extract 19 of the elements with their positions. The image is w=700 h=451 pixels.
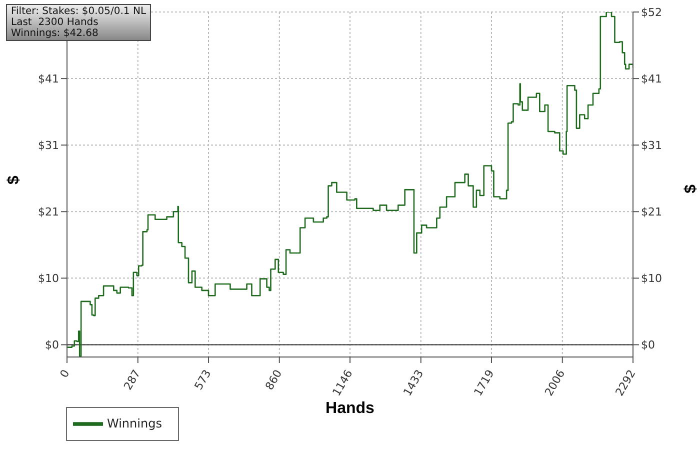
y-tick-label: $41 [38, 72, 59, 86]
y2-tick-label: $10 [641, 272, 662, 286]
annotation: Winnings: $42.68 [11, 28, 100, 39]
y-axis-title: $ [6, 176, 23, 184]
y2-tick-label: $31 [641, 138, 662, 152]
y2-tick-label: $0 [641, 338, 655, 352]
y-tick-label: $31 [38, 138, 59, 152]
annotation: Last 2300 Hands [11, 17, 100, 28]
y-tick-label: $0 [45, 338, 59, 352]
x-axis-title: Hands [326, 400, 375, 417]
y-tick-label: $10 [38, 272, 59, 286]
y2-tick-label: $52 [641, 6, 662, 19]
y2-tick-label: $21 [641, 206, 662, 219]
y2-axis-title: $ [682, 184, 700, 194]
annotation: Filter: Stakes: $0.05/0.1 NL [11, 6, 146, 17]
y-tick-label: $21 [38, 206, 59, 219]
x-tick-label: 0 [57, 368, 72, 380]
legend-label: Winnings [107, 416, 162, 430]
y2-tick-label: $41 [641, 72, 662, 86]
